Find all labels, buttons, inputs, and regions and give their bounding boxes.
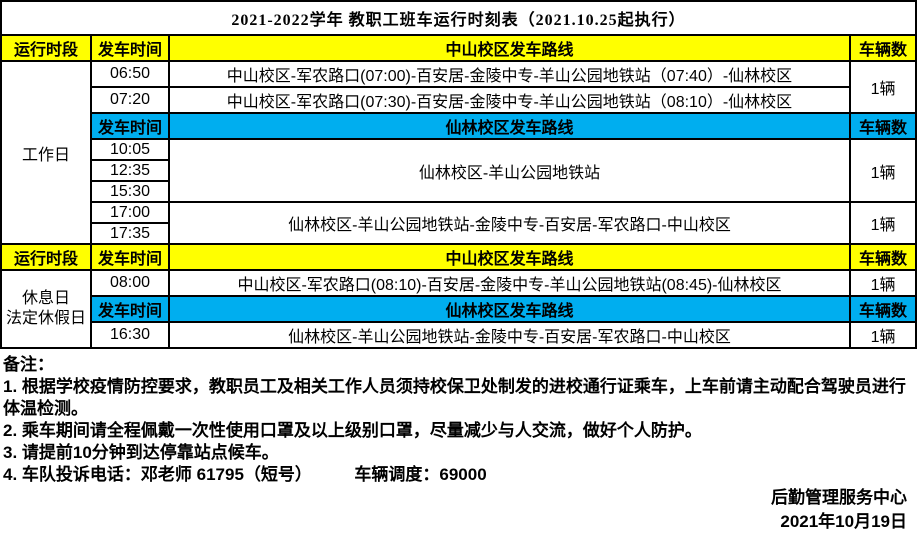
departure-time: 07:20 xyxy=(90,86,170,114)
col-header-time: 发车时间 xyxy=(90,243,170,271)
table-row: 10:05 仙林校区-羊山公园地铁站 1辆 xyxy=(1,138,917,203)
title-row: 2021-2022学年 教职工班车运行时刻表（2021.10.25起执行） xyxy=(0,0,917,36)
holiday-zhongshan-header-row: 运行时段 发车时间 中山校区发车路线 车辆数 xyxy=(0,243,917,271)
col-header-period: 运行时段 xyxy=(0,34,92,62)
note-item-4: 4. 车队投诉电话：邓老师 61795（短号） 车辆调度：69000 xyxy=(3,465,487,484)
col-header-vehicles: 车辆数 xyxy=(848,243,917,271)
departure-time: 12:35 xyxy=(90,159,170,182)
vehicle-count: 1辆 xyxy=(848,60,917,114)
notes-label: 备注： xyxy=(3,355,54,374)
workday-xianlin-header-row: 发车时间 仙林校区发车路线 车辆数 xyxy=(1,112,917,140)
table-row: 15:30 xyxy=(1,180,916,203)
table-row: 休息日 法定休假日 08:00 中山校区-军农路口(08:10)-百安居-金陵中… xyxy=(0,269,917,349)
vehicle-count: 1辆 xyxy=(848,269,917,297)
page-title: 2021-2022学年 教职工班车运行时刻表（2021.10.25起执行） xyxy=(0,0,917,36)
vehicle-count: 1辆 xyxy=(848,201,917,245)
departure-time: 17:00 xyxy=(90,201,170,224)
departure-time: 06:50 xyxy=(90,60,170,88)
note-item-2: 2. 乘车期间请全程佩戴一次性使用口罩及以上级别口罩，尽量减少与人交流，做好个人… xyxy=(3,421,702,440)
table-row: 12:35 xyxy=(1,159,916,182)
route-text: 仙林校区-羊山公园地铁站-金陵中专-百安居-军农路口-中山校区 xyxy=(168,201,851,245)
col-header-time: 发车时间 xyxy=(90,34,170,62)
departure-time: 15:30 xyxy=(90,180,170,203)
table-row: 工作日 06:50 中山校区-军农路口(07:00)-百安居-金陵中专-羊山公园… xyxy=(0,60,917,245)
signature-org: 后勤管理服务中心 xyxy=(771,488,907,507)
col-header-vehicles: 车辆数 xyxy=(848,34,917,62)
period-label-line2: 法定休假日 xyxy=(5,310,86,327)
holiday-xianlin-header-row: 发车时间 仙林校区发车路线 车辆数 xyxy=(1,295,917,323)
col-header-period: 运行时段 xyxy=(0,243,92,271)
signature-date: 2021年10月19日 xyxy=(780,512,907,531)
departure-time: 08:00 xyxy=(90,269,170,297)
workday-zhongshan-header-row: 运行时段 发车时间 中山校区发车路线 车辆数 xyxy=(0,34,917,62)
table-row: 17:00 仙林校区-羊山公园地铁站-金陵中专-百安居-军农路口-中山校区 1辆 xyxy=(1,201,917,245)
col-header-vehicles: 车辆数 xyxy=(848,112,917,140)
col-header-time: 发车时间 xyxy=(90,112,170,140)
col-header-time: 发车时间 xyxy=(90,295,170,323)
period-label-line1: 休息日 xyxy=(21,290,70,307)
col-header-xianlin-route: 仙林校区发车路线 xyxy=(168,295,851,323)
col-header-vehicles: 车辆数 xyxy=(848,295,917,323)
note-item-3: 3. 请提前10分钟到达停靠站点候车。 xyxy=(3,443,279,462)
col-header-zhongshan-route: 中山校区发车路线 xyxy=(168,243,851,271)
table-row: 17:35 xyxy=(1,222,916,245)
bus-schedule-table: 2021-2022学年 教职工班车运行时刻表（2021.10.25起执行） 运行… xyxy=(0,0,917,349)
route-text: 仙林校区-羊山公园地铁站-金陵中专-百安居-军农路口-中山校区 xyxy=(168,321,851,349)
period-label-workday: 工作日 xyxy=(0,60,92,245)
col-header-zhongshan-route: 中山校区发车路线 xyxy=(168,34,851,62)
notes-section: 备注： 1. 根据学校疫情防控要求，教职员工及相关工作人员须持校保卫处制发的进校… xyxy=(0,349,917,486)
signature-block: 后勤管理服务中心 2021年10月19日 xyxy=(0,486,917,534)
vehicle-count: 1辆 xyxy=(848,321,917,349)
vehicle-count: 1辆 xyxy=(848,138,917,203)
route-text: 中山校区-军农路口(07:00)-百安居-金陵中专-羊山公园地铁站（07:40）… xyxy=(168,60,851,88)
route-text: 中山校区-军农路口(08:10)-百安居-金陵中专-羊山公园地铁站(08:45)… xyxy=(168,269,851,297)
departure-time: 16:30 xyxy=(90,321,170,349)
table-row: 16:30 仙林校区-羊山公园地铁站-金陵中专-百安居-军农路口-中山校区 1辆 xyxy=(1,321,917,349)
period-label-holiday: 休息日 法定休假日 xyxy=(0,269,92,349)
col-header-xianlin-route: 仙林校区发车路线 xyxy=(168,112,851,140)
departure-time: 10:05 xyxy=(90,138,170,161)
route-text: 中山校区-军农路口(07:30)-百安居-金陵中专-羊山公园地铁站（08:10）… xyxy=(168,86,851,114)
table-row: 07:20 中山校区-军农路口(07:30)-百安居-金陵中专-羊山公园地铁站（… xyxy=(1,86,916,114)
route-text: 仙林校区-羊山公园地铁站 xyxy=(168,138,851,203)
departure-time: 17:35 xyxy=(90,222,170,245)
note-item-1: 1. 根据学校疫情防控要求，教职员工及相关工作人员须持校保卫处制发的进校通行证乘… xyxy=(3,377,906,418)
